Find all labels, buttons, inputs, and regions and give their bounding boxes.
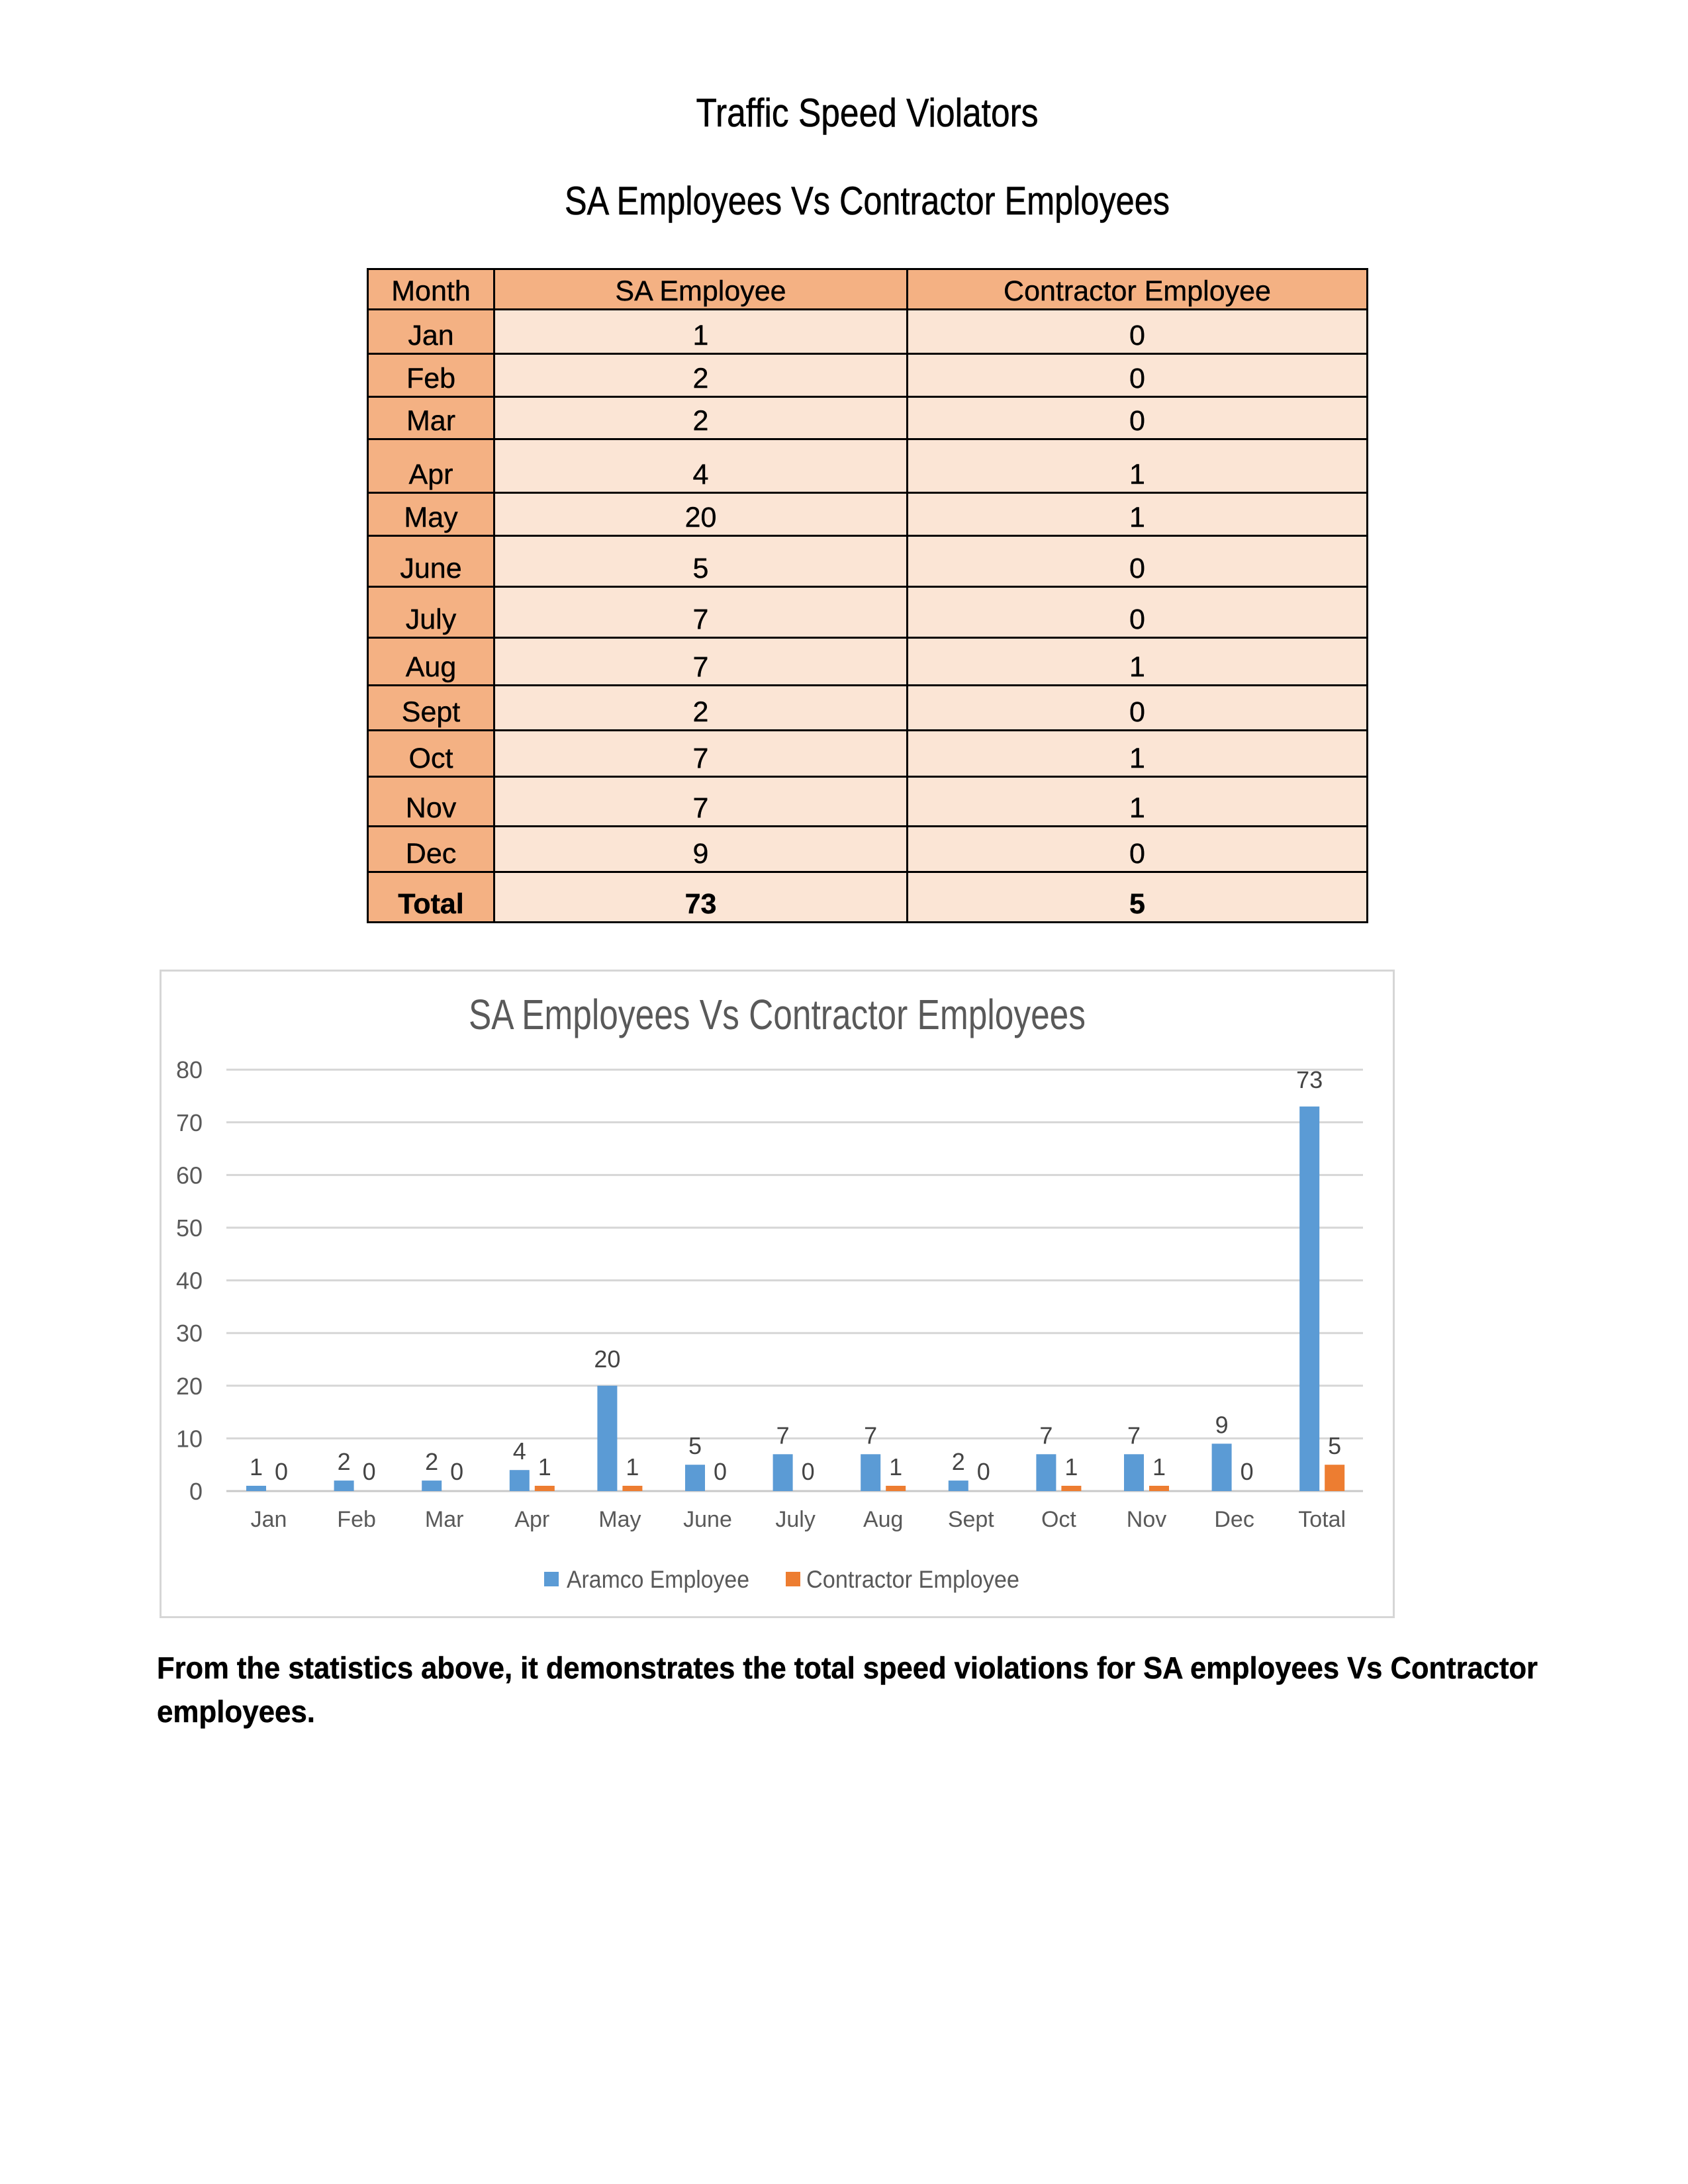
svg-text:2: 2: [952, 1448, 965, 1475]
svg-text:Sept: Sept: [948, 1507, 994, 1532]
svg-text:May: May: [598, 1507, 641, 1532]
svg-text:1: 1: [1152, 1453, 1166, 1480]
svg-text:Dec: Dec: [1214, 1507, 1254, 1532]
svg-text:4: 4: [513, 1437, 526, 1465]
svg-text:Jan: Jan: [251, 1507, 287, 1532]
svg-text:1: 1: [1064, 1453, 1078, 1480]
svg-text:1: 1: [889, 1453, 902, 1480]
svg-text:20: 20: [594, 1345, 620, 1373]
svg-text:0: 0: [363, 1458, 376, 1485]
svg-text:June: June: [683, 1507, 732, 1532]
svg-text:7: 7: [776, 1422, 790, 1449]
svg-text:2: 2: [425, 1448, 438, 1475]
svg-text:1: 1: [250, 1453, 263, 1480]
svg-text:80: 80: [176, 1056, 203, 1083]
svg-text:7: 7: [1127, 1422, 1141, 1449]
svg-text:0: 0: [802, 1458, 815, 1485]
svg-text:Traffic Speed Violators: Traffic Speed Violators: [696, 91, 1039, 135]
svg-text:1: 1: [626, 1453, 639, 1480]
svg-text:50: 50: [176, 1214, 203, 1242]
svg-text:10: 10: [176, 1425, 203, 1452]
svg-text:7: 7: [1039, 1422, 1053, 1449]
svg-text:Apr: Apr: [514, 1507, 549, 1532]
svg-text:0: 0: [1241, 1458, 1254, 1485]
svg-text:73: 73: [1296, 1066, 1323, 1093]
svg-text:0: 0: [275, 1458, 288, 1485]
svg-text:20: 20: [176, 1373, 203, 1400]
svg-text:9: 9: [1215, 1411, 1229, 1438]
svg-text:70: 70: [176, 1109, 203, 1136]
svg-text:5: 5: [688, 1432, 702, 1459]
svg-text:Contractor Employee: Contractor Employee: [806, 1566, 1019, 1593]
svg-text:From the statistics above, it: From the statistics above, it demonstrat…: [157, 1651, 1538, 1685]
svg-text:July: July: [775, 1507, 815, 1532]
svg-text:5: 5: [1328, 1432, 1341, 1459]
svg-text:1: 1: [538, 1453, 551, 1480]
svg-text:0: 0: [450, 1458, 463, 1485]
svg-text:40: 40: [176, 1267, 203, 1295]
svg-text:employees.: employees.: [157, 1694, 315, 1729]
svg-text:Aug: Aug: [863, 1507, 904, 1532]
svg-text:0: 0: [714, 1458, 727, 1485]
svg-text:0: 0: [977, 1458, 990, 1485]
svg-text:Nov: Nov: [1127, 1507, 1166, 1532]
svg-text:Aramco Employee: Aramco Employee: [567, 1566, 749, 1593]
svg-text:Total: Total: [1298, 1507, 1346, 1532]
svg-text:SA Employees Vs Contractor Emp: SA Employees Vs Contractor Employees: [469, 991, 1086, 1038]
svg-text:30: 30: [176, 1320, 203, 1347]
svg-text:Mar: Mar: [425, 1507, 464, 1532]
svg-text:Feb: Feb: [337, 1507, 376, 1532]
svg-text:Oct: Oct: [1041, 1507, 1076, 1532]
svg-text:0: 0: [189, 1478, 203, 1505]
svg-text:60: 60: [176, 1161, 203, 1189]
svg-text:SA Employees Vs Contractor Emp: SA Employees Vs Contractor Employees: [565, 179, 1170, 223]
svg-text:2: 2: [338, 1448, 351, 1475]
svg-text:7: 7: [864, 1422, 877, 1449]
